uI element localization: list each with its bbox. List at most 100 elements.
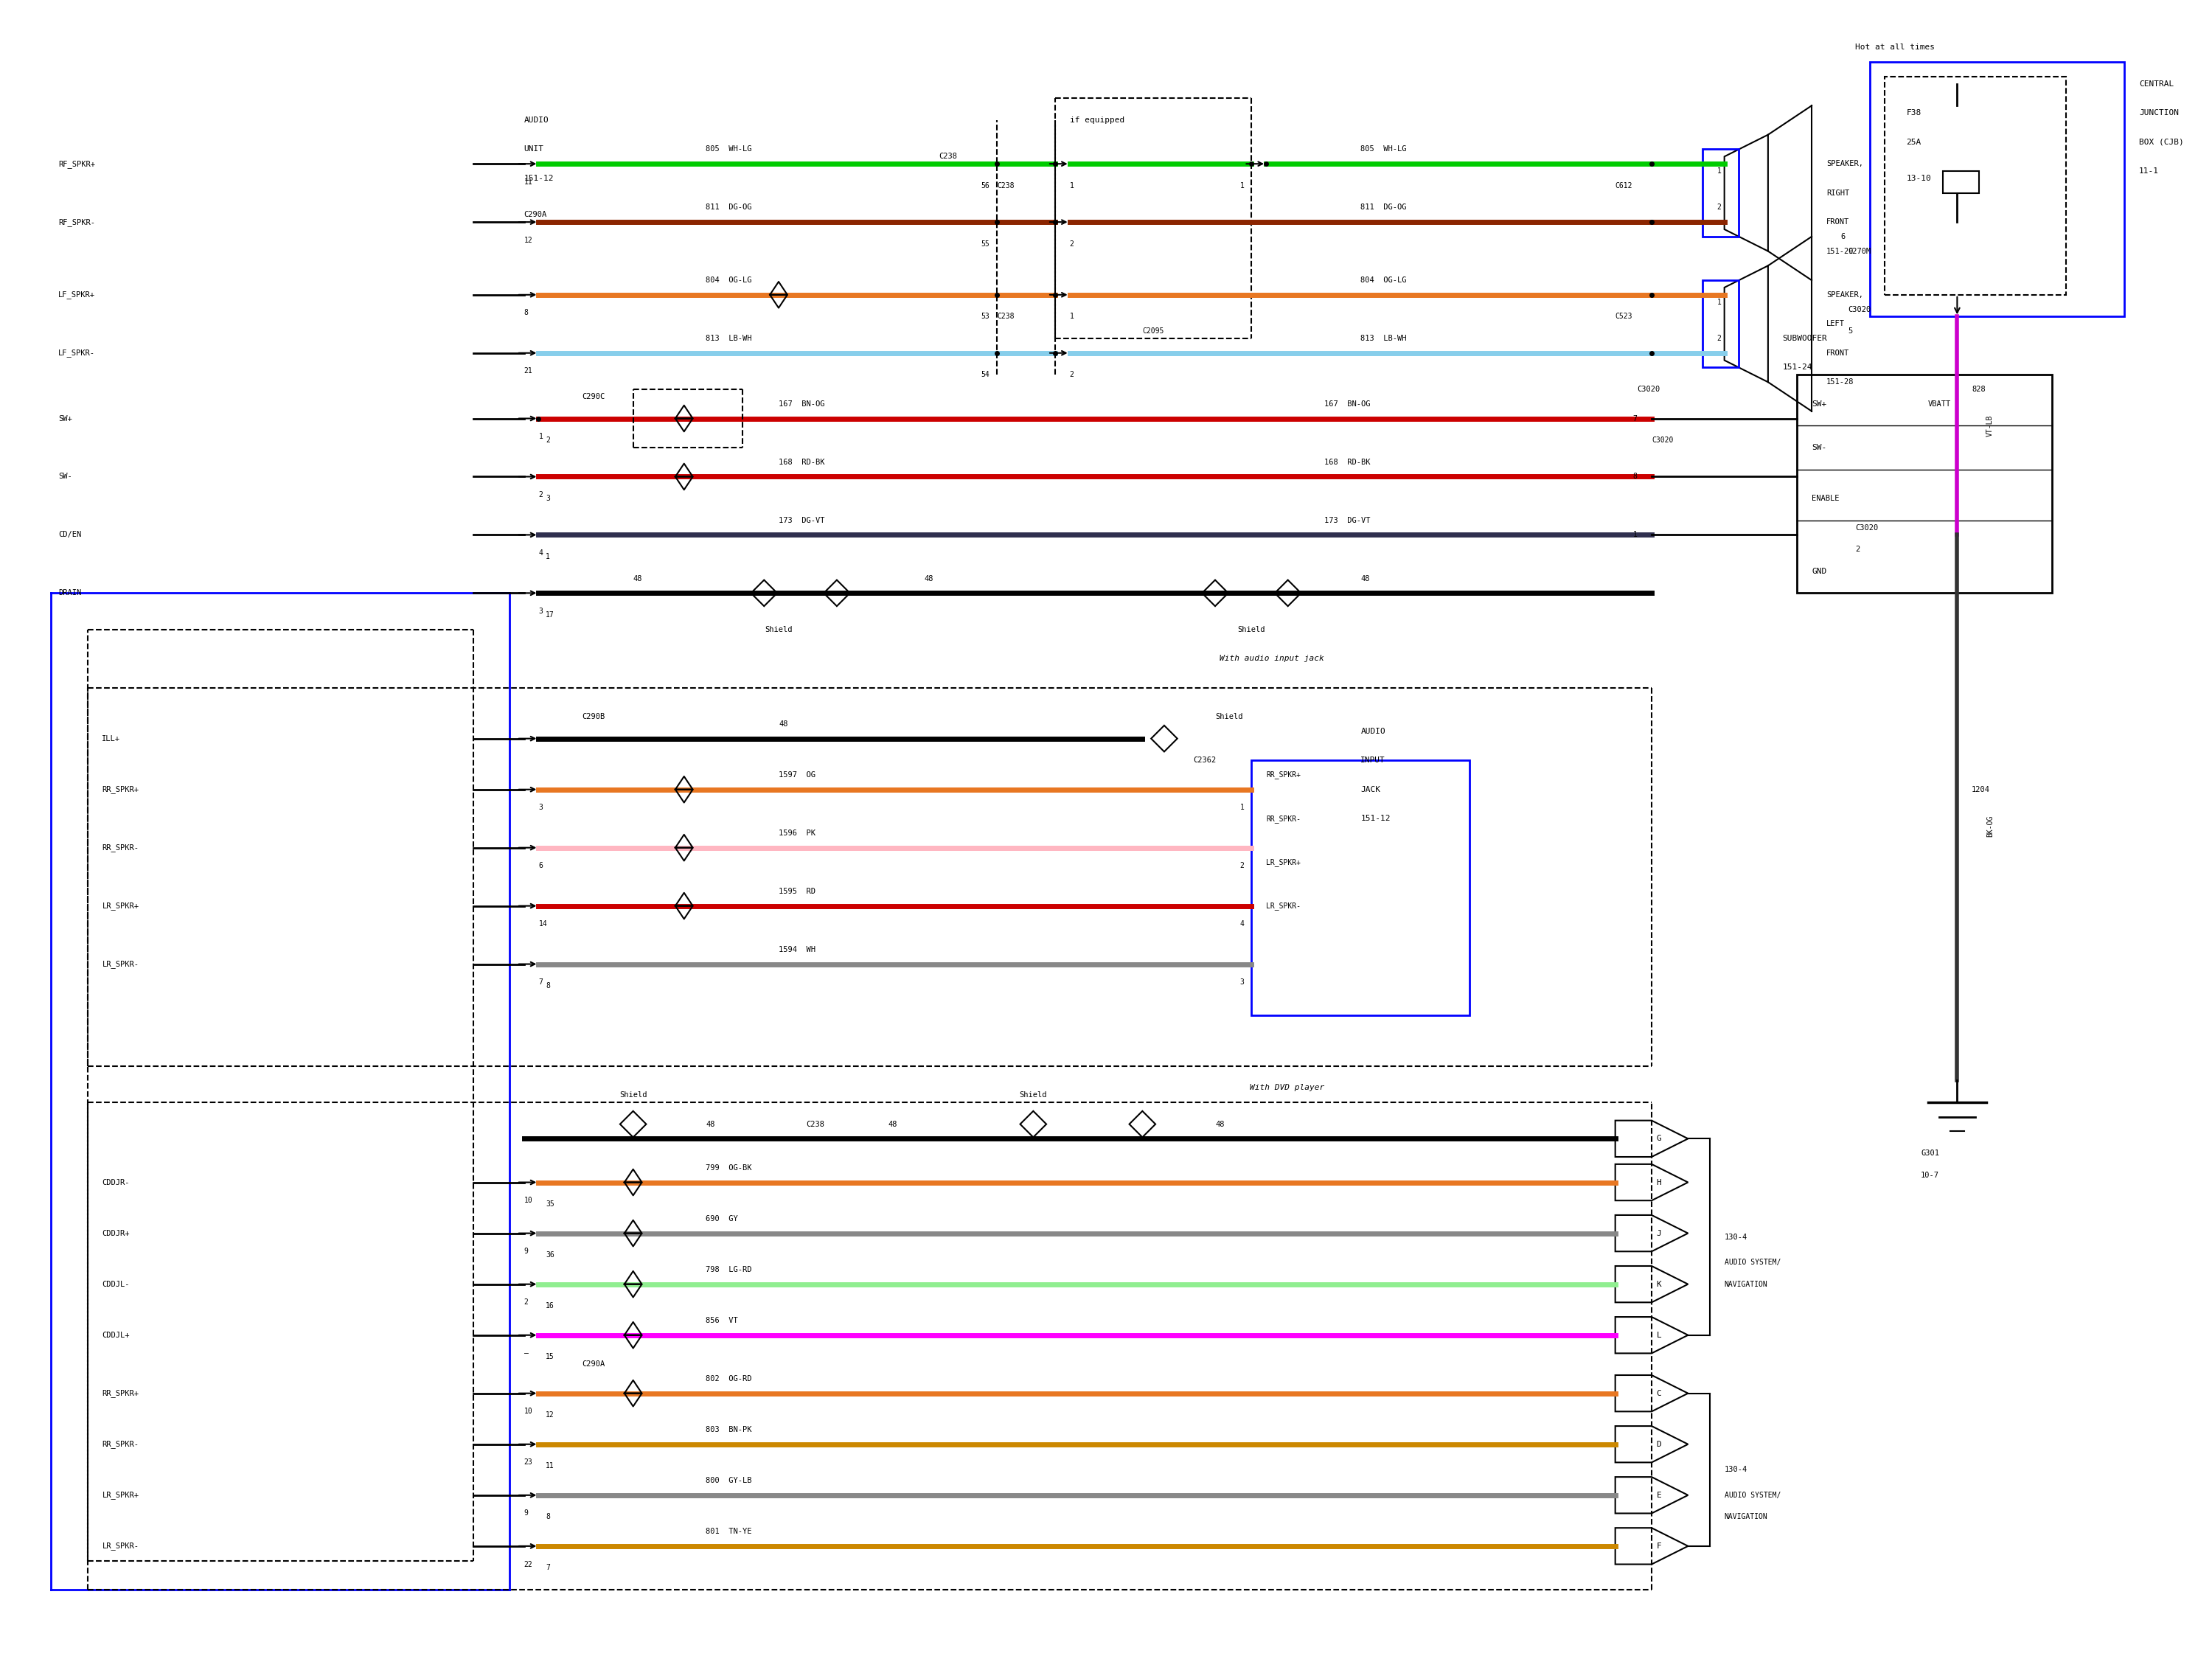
- Text: 828: 828: [1971, 385, 1986, 393]
- Text: UNIT: UNIT: [524, 146, 544, 153]
- Polygon shape: [1615, 1317, 1688, 1354]
- Text: 1594  WH: 1594 WH: [779, 946, 816, 954]
- Text: JUNCTION: JUNCTION: [2139, 109, 2179, 116]
- Text: CDDJL+: CDDJL+: [102, 1332, 131, 1339]
- Polygon shape: [1615, 1120, 1688, 1156]
- Text: 48: 48: [1360, 574, 1369, 582]
- Text: LF_SPKR-: LF_SPKR-: [58, 348, 95, 357]
- Text: C3020: C3020: [1637, 385, 1661, 393]
- Text: CDDJR+: CDDJR+: [102, 1229, 131, 1238]
- Text: 2: 2: [1071, 241, 1075, 247]
- Text: C2095: C2095: [1141, 327, 1164, 335]
- Text: C523: C523: [1615, 314, 1632, 320]
- Text: 151-28: 151-28: [1827, 378, 1854, 387]
- Text: RR_SPKR-: RR_SPKR-: [102, 1440, 139, 1448]
- Text: ENABLE: ENABLE: [1812, 494, 1840, 503]
- Text: RR_SPKR+: RR_SPKR+: [1265, 771, 1301, 780]
- Text: 1: 1: [1717, 299, 1721, 305]
- Text: 8: 8: [1632, 473, 1637, 481]
- Text: 48: 48: [887, 1120, 898, 1128]
- Polygon shape: [1615, 1165, 1688, 1201]
- Text: D: D: [1657, 1440, 1661, 1448]
- Text: 48: 48: [1214, 1120, 1225, 1128]
- Text: SW+: SW+: [1812, 400, 1827, 408]
- Text: 7: 7: [538, 979, 542, 985]
- Text: 151-24: 151-24: [1783, 363, 1812, 372]
- Text: 9: 9: [524, 1248, 529, 1256]
- Text: 11: 11: [546, 1462, 555, 1470]
- Text: 856  VT: 856 VT: [706, 1317, 739, 1324]
- Text: CD/EN: CD/EN: [58, 531, 82, 539]
- Text: 7: 7: [1632, 415, 1637, 421]
- Text: 48: 48: [779, 720, 787, 728]
- Text: AUDIO: AUDIO: [1360, 728, 1385, 735]
- Text: 690  GY: 690 GY: [706, 1214, 739, 1223]
- Text: 813  LB-WH: 813 LB-WH: [706, 335, 752, 342]
- Text: 11: 11: [524, 178, 533, 186]
- Text: 811  DG-OG: 811 DG-OG: [706, 204, 752, 211]
- Text: RIGHT: RIGHT: [1827, 189, 1849, 197]
- Text: JACK: JACK: [1360, 786, 1380, 793]
- Text: L: L: [1657, 1332, 1661, 1339]
- Text: 1204: 1204: [1971, 786, 1991, 793]
- Text: SUBWOOFER: SUBWOOFER: [1783, 335, 1827, 342]
- Text: C290A: C290A: [582, 1360, 606, 1369]
- Text: LR_SPKR+: LR_SPKR+: [1265, 858, 1301, 866]
- Text: 811  DG-OG: 811 DG-OG: [1360, 204, 1407, 211]
- Text: ILL+: ILL+: [102, 735, 119, 742]
- Text: 48: 48: [925, 574, 933, 582]
- Text: NAVIGATION: NAVIGATION: [1725, 1281, 1767, 1287]
- Text: LR_SPKR+: LR_SPKR+: [102, 902, 139, 909]
- Polygon shape: [1615, 1375, 1688, 1412]
- Text: 167  BN-OG: 167 BN-OG: [1325, 400, 1369, 408]
- Text: 130-4: 130-4: [1725, 1467, 1747, 1473]
- Text: 23: 23: [524, 1458, 533, 1467]
- Text: 173  DG-VT: 173 DG-VT: [779, 516, 825, 524]
- Text: RR_SPKR+: RR_SPKR+: [102, 785, 139, 793]
- Text: C290A: C290A: [524, 211, 546, 219]
- Text: 1596  PK: 1596 PK: [779, 830, 816, 836]
- FancyBboxPatch shape: [1869, 61, 2124, 317]
- Text: 167  BN-OG: 167 BN-OG: [779, 400, 825, 408]
- Text: GND: GND: [1812, 567, 1827, 576]
- Text: 2: 2: [538, 491, 542, 499]
- Text: LR_SPKR-: LR_SPKR-: [102, 961, 139, 969]
- Text: 1: 1: [546, 552, 551, 561]
- Text: SPEAKER,: SPEAKER,: [1827, 161, 1863, 168]
- Text: 1595  RD: 1595 RD: [779, 888, 816, 894]
- Text: C3020: C3020: [1856, 524, 1878, 531]
- Text: C3020: C3020: [1652, 436, 1672, 445]
- Text: C290B: C290B: [582, 713, 606, 720]
- Text: 1597  OG: 1597 OG: [779, 771, 816, 778]
- Polygon shape: [1725, 134, 1767, 251]
- Text: 54: 54: [980, 372, 989, 378]
- Text: SPEAKER,: SPEAKER,: [1827, 290, 1863, 299]
- Text: C2362: C2362: [1192, 757, 1217, 765]
- Text: 1: 1: [1717, 168, 1721, 174]
- Text: 10: 10: [524, 1196, 533, 1204]
- Polygon shape: [1615, 1528, 1688, 1564]
- Text: 168  RD-BK: 168 RD-BK: [779, 458, 825, 466]
- Text: LEFT: LEFT: [1827, 320, 1845, 327]
- Text: RR_SPKR-: RR_SPKR-: [1265, 815, 1301, 823]
- Text: 168  RD-BK: 168 RD-BK: [1325, 458, 1369, 466]
- Text: 15: 15: [546, 1354, 555, 1360]
- Text: RR_SPKR+: RR_SPKR+: [102, 1389, 139, 1397]
- Text: 3: 3: [538, 805, 542, 811]
- Text: 151-12: 151-12: [524, 174, 553, 182]
- Text: 21: 21: [524, 368, 533, 375]
- Text: 805  WH-LG: 805 WH-LG: [706, 146, 752, 153]
- Text: 2: 2: [1071, 372, 1075, 378]
- Text: 35: 35: [546, 1201, 555, 1208]
- Text: C612: C612: [1615, 182, 1632, 189]
- Text: 2: 2: [1241, 863, 1243, 869]
- Text: 805  WH-LG: 805 WH-LG: [1360, 146, 1407, 153]
- Text: DRAIN: DRAIN: [58, 589, 82, 597]
- Text: G: G: [1657, 1135, 1661, 1143]
- Text: F: F: [1657, 1543, 1661, 1550]
- Text: 3: 3: [538, 607, 542, 615]
- Text: C238: C238: [805, 1120, 825, 1128]
- Text: 16: 16: [546, 1302, 555, 1309]
- Text: 2: 2: [1717, 204, 1721, 211]
- Text: J: J: [1657, 1229, 1661, 1238]
